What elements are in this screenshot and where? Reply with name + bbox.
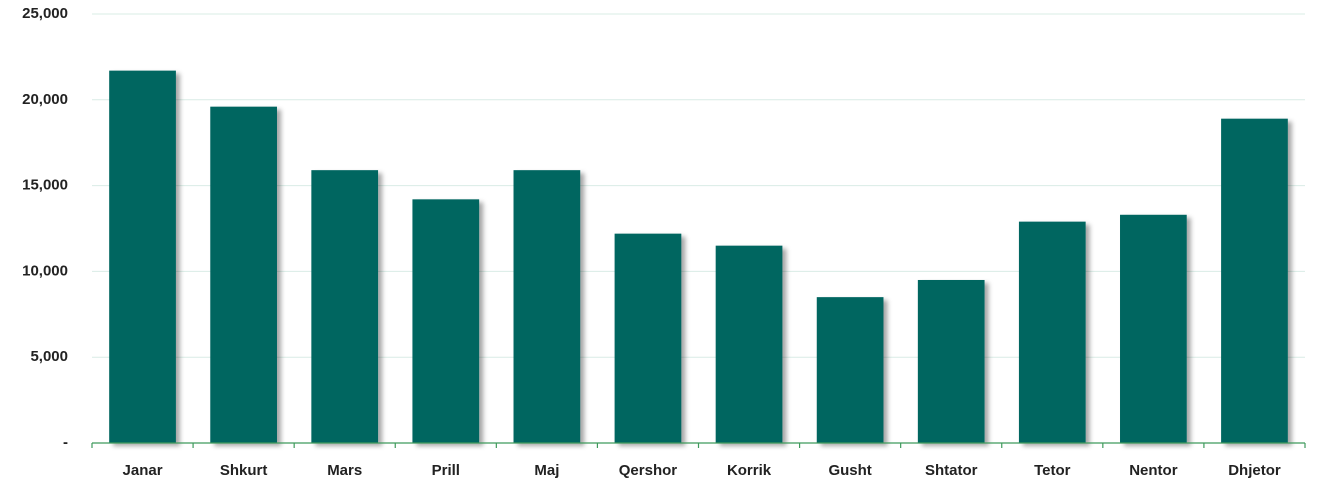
y-tick-label: 25,000 — [22, 5, 68, 22]
bar — [412, 199, 480, 443]
bar — [1221, 118, 1288, 444]
x-tick-label: Prill — [432, 462, 460, 479]
x-tick-label: Janar — [123, 462, 163, 479]
y-tick-label: 20,000 — [22, 91, 68, 108]
bar — [513, 170, 581, 443]
bar — [816, 297, 884, 443]
bar — [109, 70, 176, 444]
x-tick-label: Korrik — [727, 462, 772, 479]
x-tick-label: Nentor — [1129, 462, 1177, 479]
x-tick-label: Maj — [534, 462, 559, 479]
bar — [311, 170, 379, 443]
x-tick-label: Mars — [327, 462, 362, 479]
x-tick-label: Qershor — [619, 462, 678, 479]
bar — [917, 279, 985, 443]
bar — [210, 106, 277, 443]
bar — [1120, 214, 1187, 443]
bar — [614, 233, 682, 443]
bar — [715, 245, 783, 443]
y-tick-label: 15,000 — [22, 177, 68, 194]
y-tick-label: 10,000 — [22, 262, 68, 279]
x-tick-label: Gusht — [828, 462, 871, 479]
x-tick-label: Dhjetor — [1228, 462, 1281, 479]
y-tick-label: - — [63, 434, 68, 451]
y-tick-label: 5,000 — [30, 348, 68, 365]
x-tick-label: Shtator — [925, 462, 978, 479]
x-tick-label: Tetor — [1034, 462, 1071, 479]
x-tick-label: Shkurt — [220, 462, 268, 479]
bar — [1018, 221, 1086, 443]
